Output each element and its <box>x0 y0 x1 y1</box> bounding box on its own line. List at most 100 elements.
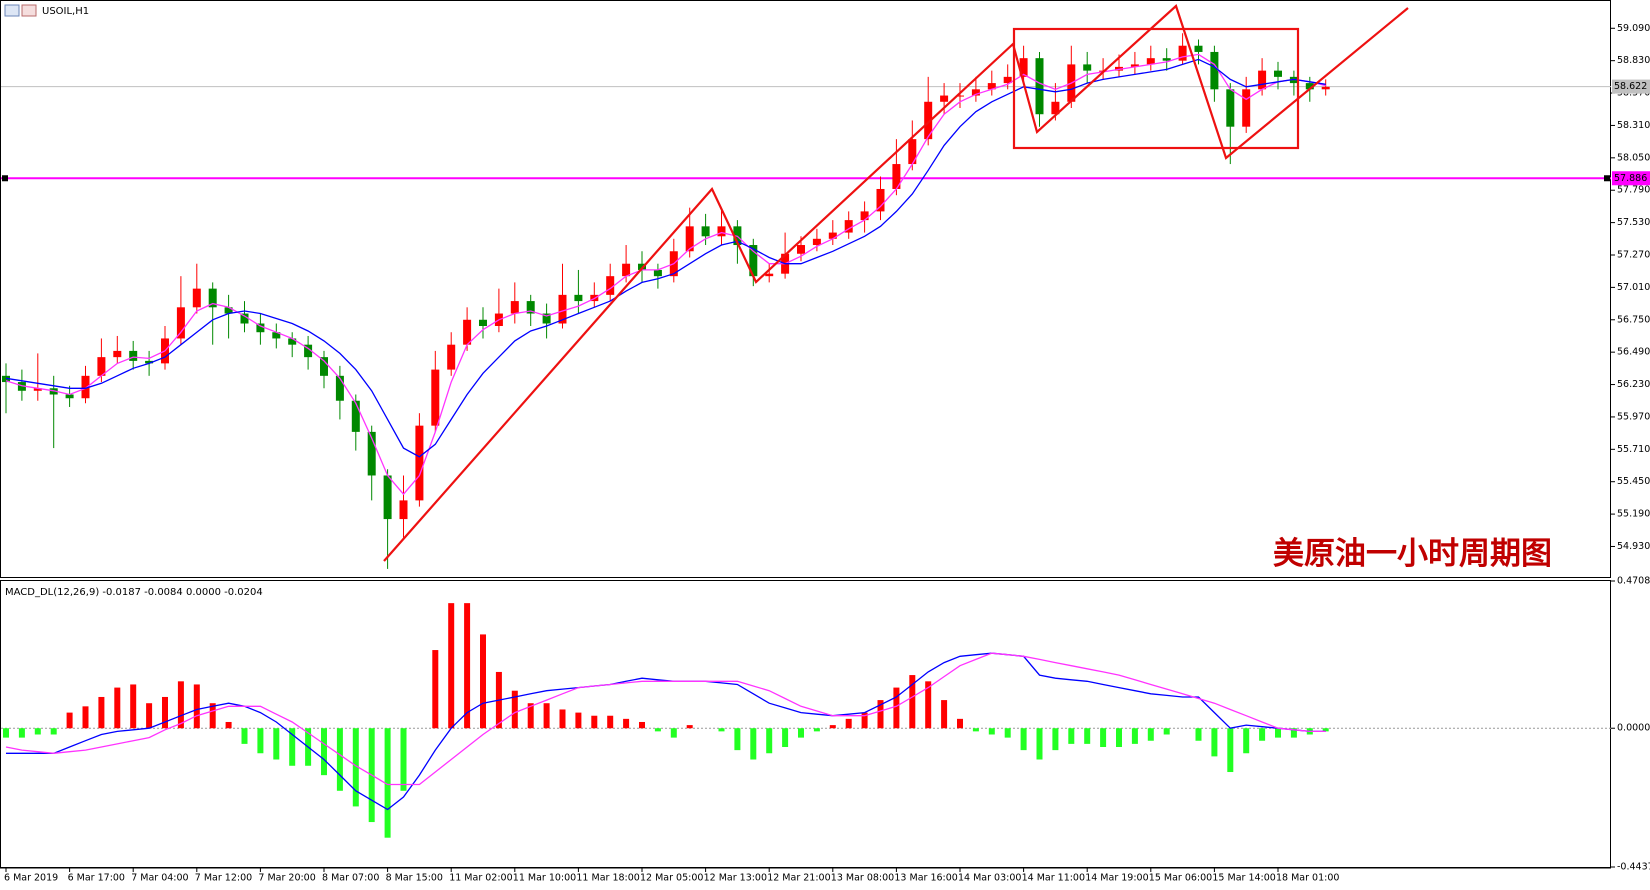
y-tick-label: 55.190 <box>1617 509 1650 520</box>
histogram-bar <box>66 712 73 729</box>
x-tick-label: 11 Mar 18:00 <box>576 873 639 884</box>
histogram-bar <box>575 712 582 729</box>
symbol-icon <box>4 4 20 17</box>
histogram-bar <box>193 684 200 729</box>
candle-body <box>908 139 917 165</box>
candle-body <box>812 238 821 246</box>
chart-title: USOIL,H1 <box>42 6 89 17</box>
x-tick-label: 12 Mar 13:00 <box>704 873 767 884</box>
histogram-bar <box>162 696 168 729</box>
level-label: 57.886 <box>1614 173 1647 184</box>
candle-body <box>765 273 774 277</box>
level-handle <box>2 175 8 182</box>
candle-body <box>1226 89 1235 127</box>
candle-body <box>860 211 869 221</box>
x-tick-label: 8 Mar 15:00 <box>386 873 443 884</box>
histogram-bar <box>607 715 614 729</box>
histogram-bar <box>670 728 677 738</box>
price-panel <box>0 0 1611 578</box>
candle-body <box>463 319 472 345</box>
candle-body <box>129 350 138 361</box>
candle-body <box>1321 86 1330 90</box>
y-tick-label: 57.530 <box>1617 217 1650 228</box>
histogram-bar <box>686 725 693 729</box>
histogram-bar <box>941 700 948 729</box>
x-tick-label: 6 Mar 2019 <box>4 873 58 884</box>
level-tag <box>1612 171 1650 186</box>
histogram-bar <box>321 728 327 776</box>
range-box <box>1012 27 1300 150</box>
candle-body <box>1162 58 1171 61</box>
histogram-bar <box>289 728 296 766</box>
candle-body <box>606 276 615 295</box>
indicator-line <box>5 652 1326 786</box>
candle-body <box>1242 89 1251 127</box>
candle-body <box>431 369 440 426</box>
candle-body <box>367 431 376 476</box>
candle-body <box>81 375 90 399</box>
candle-body <box>653 269 662 277</box>
histogram-bar <box>1163 728 1170 735</box>
histogram-bar <box>623 718 630 729</box>
candle-body <box>987 83 996 90</box>
histogram-bar <box>782 728 789 748</box>
histogram-bar <box>82 706 89 729</box>
histogram-bar <box>257 728 264 754</box>
x-tick-label: 12 Mar 05:00 <box>640 873 703 884</box>
candle-body <box>701 226 710 237</box>
level-tag <box>1612 79 1650 94</box>
histogram-bar <box>1004 728 1011 738</box>
candle-body <box>828 232 837 239</box>
candle-body <box>542 313 551 324</box>
histogram-bar <box>98 696 105 729</box>
histogram-bar <box>114 687 121 729</box>
histogram-bar <box>1275 728 1281 738</box>
candle-body <box>1194 45 1203 52</box>
candle-body <box>876 188 885 212</box>
data-layer: 54.930 55.190 55.450 55.710 55.970 56.230 56.4… <box>1 23 1650 884</box>
histogram-bar <box>845 718 852 729</box>
histogram-bar <box>1100 728 1107 748</box>
candle-body <box>844 220 853 233</box>
histogram-bar <box>50 728 57 735</box>
histogram-bar <box>559 709 566 729</box>
histogram-bar <box>1195 728 1202 741</box>
candle-body <box>256 323 265 333</box>
x-tick-label: 13 Mar 16:00 <box>894 873 957 884</box>
candle-body <box>304 344 313 358</box>
y-tick-label: 55.450 <box>1617 476 1650 487</box>
histogram-bar <box>639 721 645 729</box>
y-tick-label: 59.090 <box>1617 23 1650 34</box>
candle-body <box>956 95 964 97</box>
histogram-bar <box>146 703 153 729</box>
y-tick-label: 56.750 <box>1617 314 1650 325</box>
y-tick-label: 55.970 <box>1617 411 1650 422</box>
x-tick-label: 6 Mar 17:00 <box>68 873 125 884</box>
candle-body <box>240 313 249 324</box>
histogram-bar <box>1243 728 1250 754</box>
histogram-bar <box>1227 728 1234 773</box>
histogram-bar <box>18 728 25 738</box>
histogram-bar <box>177 681 184 729</box>
y-tick-label: 55.710 <box>1617 444 1650 455</box>
levels <box>1 86 1611 182</box>
histogram-bar <box>1116 728 1122 748</box>
histogram-bar <box>1290 728 1297 738</box>
candle-body <box>145 360 154 364</box>
y-tick-label: 56.490 <box>1617 347 1650 358</box>
indicator-line <box>5 53 1326 496</box>
x-tick-label: 11 Mar 10:00 <box>513 873 576 884</box>
candle-body <box>971 89 980 96</box>
histogram-bar <box>877 700 884 729</box>
histogram-bar <box>718 728 725 732</box>
histogram-bar <box>241 728 248 744</box>
histogram-bar <box>448 603 455 729</box>
candle-body <box>33 388 42 391</box>
candle-body <box>479 319 487 326</box>
trend-drawings <box>383 4 1409 562</box>
histogram-bar <box>654 728 661 732</box>
candle-body <box>685 226 694 252</box>
histogram-bar <box>130 684 137 729</box>
candle-body <box>320 357 328 376</box>
